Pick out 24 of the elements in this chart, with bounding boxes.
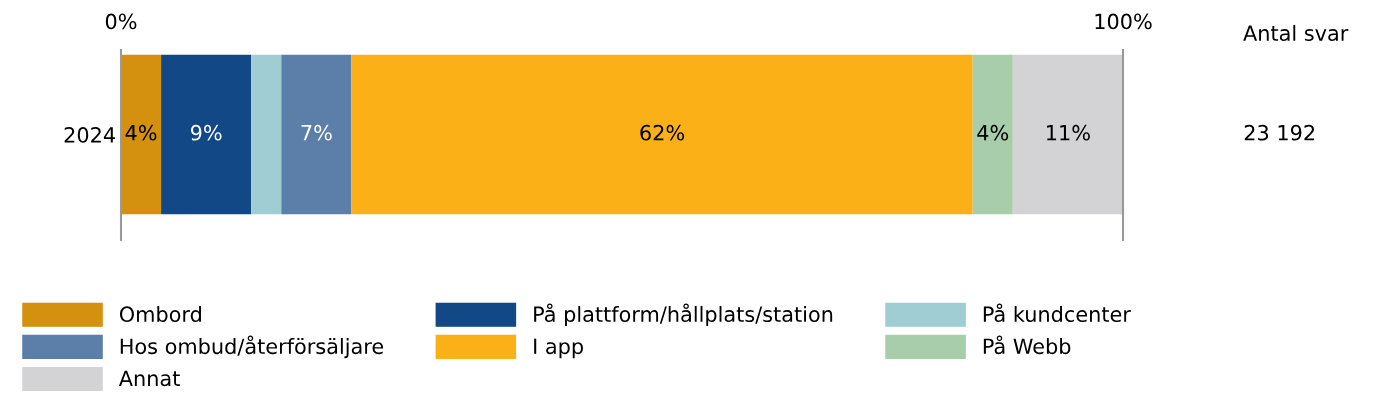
data-label: 4% [977,124,1009,141]
legend-label: Hos ombud/återförsäljare [120,335,384,359]
bar [161,54,252,215]
bar [1012,54,1123,215]
text: 23 192 [1244,124,1315,141]
bar [251,54,282,215]
data-label: 9% [190,124,222,141]
text: Antal svar [1243,24,1349,42]
bar [972,54,1013,215]
bar [281,54,352,215]
legend-label: Ombord [119,305,201,323]
legend-label: På Webb [983,335,1071,355]
legend-label: På kundcenter [983,303,1131,323]
y-tick-label: 2024 [64,127,115,143]
x-tick-label: 100% [1095,13,1152,30]
x-tick-label: 0% [105,13,137,30]
data-label: 7% [301,124,332,141]
legend-label: I app [534,338,583,359]
data-label: 62% [640,124,685,141]
legend-label: På plattform/hållplats/station [534,303,833,327]
data-label: 4% [125,124,157,141]
bar [121,54,162,215]
data-label: 11% [1047,124,1090,141]
legend-label: Annat [118,370,180,387]
